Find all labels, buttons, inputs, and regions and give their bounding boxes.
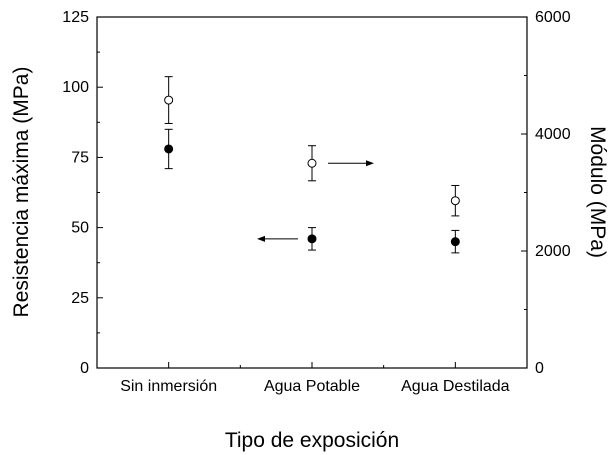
left-series-point-group	[450, 229, 460, 254]
right-series-point-group	[450, 184, 460, 217]
left-y-tick-label: 75	[71, 149, 89, 166]
open-circle-point	[164, 95, 174, 105]
x-tick-label: Sin inmersión	[120, 378, 217, 395]
open-circle-point	[307, 158, 317, 168]
right-series-point-group	[307, 145, 317, 182]
right-y-axis-title: Módulo (MPa)	[586, 126, 609, 258]
left-y-axis-title: Resistencia máxima (MPa)	[10, 67, 33, 318]
left-y-tick-label: 25	[71, 290, 89, 307]
x-tick-label: Agua Potable	[264, 378, 360, 395]
left-series-point-group	[307, 227, 317, 251]
left-y-tick-label: 0	[80, 360, 89, 377]
ticks: 0 25 50 75 100 125 0 2000 4000 6000 Sin inmersión A…	[62, 9, 570, 395]
right-y-tick-label: 2000	[535, 243, 571, 260]
arrow-left-head	[257, 235, 265, 242]
plot-frame	[96, 16, 528, 369]
open-circle-point	[450, 196, 460, 206]
filled-circle-point	[307, 234, 317, 244]
filled-circle-point	[450, 237, 460, 247]
x-axis-title: Tipo de exposición	[225, 429, 399, 452]
marks	[164, 76, 460, 254]
right-y-tick-label: 4000	[535, 126, 571, 143]
left-y-tick-label: 50	[71, 220, 89, 237]
filled-circle-point	[164, 144, 174, 154]
left-series-point-group	[164, 128, 174, 170]
right-series-point-group	[164, 76, 174, 124]
x-tick-label: Agua Destilada	[401, 378, 510, 395]
right-y-tick-label: 0	[535, 360, 544, 377]
arrow-right-head	[366, 160, 374, 167]
right-y-tick-label: 6000	[535, 9, 571, 26]
left-y-tick-label: 125	[62, 9, 89, 26]
left-y-tick-label: 100	[62, 79, 89, 96]
